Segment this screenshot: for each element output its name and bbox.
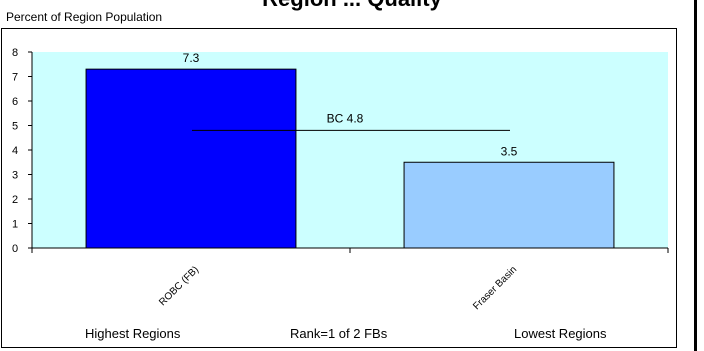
page-rule [694, 0, 697, 351]
y-tick-label: 5 [12, 121, 18, 133]
y-tick-label: 6 [12, 96, 18, 108]
y-tick-label: 4 [12, 145, 18, 157]
y-tick-label: 1 [12, 219, 18, 231]
x-category-label: ROBC (FB) [157, 264, 201, 308]
y-tick-label: 8 [12, 47, 18, 59]
y-tick-label: 2 [12, 194, 18, 206]
bar-value-label: 3.5 [501, 144, 518, 158]
footer-center-label: Rank=1 of 2 FBs [290, 326, 388, 341]
y-tick-label: 7 [12, 72, 18, 84]
x-category-label: Fraser Basin [471, 264, 519, 312]
chart-title: Region ... Quality [0, 0, 704, 12]
y-axis-label: Percent of Region Population [6, 10, 163, 24]
reference-line-label: BC 4.8 [327, 111, 364, 125]
y-tick-label: 3 [12, 170, 18, 182]
bar [85, 68, 297, 249]
footer-left-label: Highest Regions [85, 326, 181, 341]
footer-right-label: Lowest Regions [514, 326, 607, 341]
bar [403, 161, 615, 249]
y-tick-label: 0 [12, 243, 18, 255]
bar-value-label: 7.3 [183, 51, 200, 65]
